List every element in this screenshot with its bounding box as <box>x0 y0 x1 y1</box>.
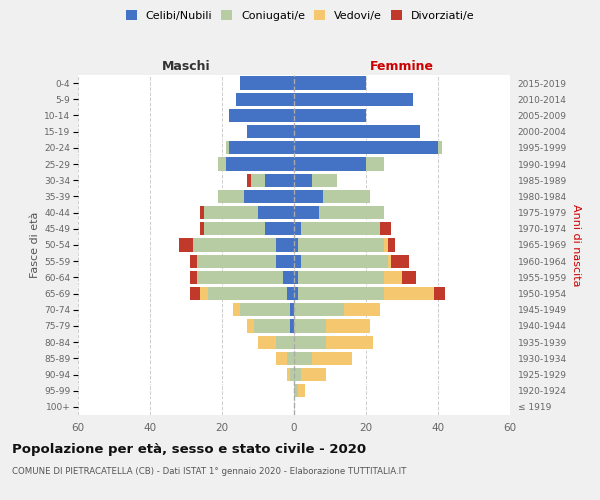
Bar <box>200 206 204 220</box>
Bar <box>434 287 445 300</box>
Bar <box>294 384 298 398</box>
Bar <box>326 336 373 349</box>
Bar <box>247 320 254 332</box>
Bar <box>229 109 294 122</box>
Bar <box>179 238 193 252</box>
Bar <box>229 141 294 154</box>
Bar <box>190 254 197 268</box>
Bar <box>258 336 276 349</box>
Legend: Celibi/Nubili, Coniugati/e, Vedovi/e, Divorziati/e: Celibi/Nubili, Coniugati/e, Vedovi/e, Di… <box>124 8 476 23</box>
Bar <box>312 352 352 365</box>
Bar <box>301 254 388 268</box>
Bar <box>197 270 283 284</box>
Bar <box>258 206 294 220</box>
Bar <box>287 352 294 365</box>
Y-axis label: Anni di nascita: Anni di nascita <box>571 204 581 286</box>
Bar <box>208 287 287 300</box>
Bar <box>290 320 294 332</box>
Bar <box>204 206 258 220</box>
Bar <box>236 92 294 106</box>
Bar <box>301 222 380 235</box>
Bar <box>294 190 323 203</box>
Bar <box>294 76 366 90</box>
Text: Popolazione per età, sesso e stato civile - 2020: Popolazione per età, sesso e stato civil… <box>12 442 366 456</box>
Bar <box>294 238 298 252</box>
Bar <box>294 125 420 138</box>
Text: Femmine: Femmine <box>370 60 434 72</box>
Bar <box>366 158 384 170</box>
Bar <box>384 287 434 300</box>
Bar <box>402 270 416 284</box>
Bar <box>247 174 251 187</box>
Bar <box>298 270 384 284</box>
Bar <box>298 238 384 252</box>
Text: COMUNE DI PIETRACATELLA (CB) - Dati ISTAT 1° gennaio 2020 - Elaborazione TUTTITA: COMUNE DI PIETRACATELLA (CB) - Dati ISTA… <box>12 468 406 476</box>
Bar <box>294 92 413 106</box>
Y-axis label: Fasce di età: Fasce di età <box>30 212 40 278</box>
Bar <box>294 174 312 187</box>
Bar <box>294 222 301 235</box>
Bar <box>294 206 319 220</box>
Bar <box>190 287 200 300</box>
Bar <box>294 109 366 122</box>
Bar <box>388 254 391 268</box>
Bar <box>298 287 384 300</box>
Bar <box>294 270 298 284</box>
Bar <box>312 174 337 187</box>
Bar <box>218 190 244 203</box>
Bar <box>204 222 265 235</box>
Bar <box>200 222 204 235</box>
Bar <box>247 125 294 138</box>
Bar <box>294 336 326 349</box>
Bar <box>283 270 294 284</box>
Bar <box>294 303 344 316</box>
Bar <box>276 352 287 365</box>
Bar <box>344 303 380 316</box>
Bar <box>384 238 388 252</box>
Bar <box>254 320 290 332</box>
Bar <box>276 238 294 252</box>
Bar <box>240 76 294 90</box>
Bar <box>244 190 294 203</box>
Bar <box>298 384 305 398</box>
Text: Maschi: Maschi <box>161 60 211 72</box>
Bar <box>190 270 197 284</box>
Bar <box>294 320 326 332</box>
Bar <box>197 254 276 268</box>
Bar <box>233 303 240 316</box>
Bar <box>276 254 294 268</box>
Bar <box>265 222 294 235</box>
Bar <box>294 287 298 300</box>
Bar <box>290 303 294 316</box>
Bar <box>384 270 402 284</box>
Bar <box>200 287 208 300</box>
Bar <box>251 174 265 187</box>
Bar <box>226 158 294 170</box>
Bar <box>287 368 290 381</box>
Bar <box>438 141 442 154</box>
Bar <box>226 141 229 154</box>
Bar <box>323 190 370 203</box>
Bar <box>388 238 395 252</box>
Bar <box>294 141 438 154</box>
Bar <box>276 336 294 349</box>
Bar <box>391 254 409 268</box>
Bar <box>193 238 276 252</box>
Bar <box>294 368 301 381</box>
Bar <box>380 222 391 235</box>
Bar <box>326 320 370 332</box>
Bar <box>218 158 226 170</box>
Bar <box>294 254 301 268</box>
Bar <box>265 174 294 187</box>
Bar <box>287 287 294 300</box>
Bar <box>290 368 294 381</box>
Bar <box>319 206 384 220</box>
Bar <box>294 158 366 170</box>
Bar <box>294 352 312 365</box>
Bar <box>301 368 326 381</box>
Bar <box>240 303 290 316</box>
